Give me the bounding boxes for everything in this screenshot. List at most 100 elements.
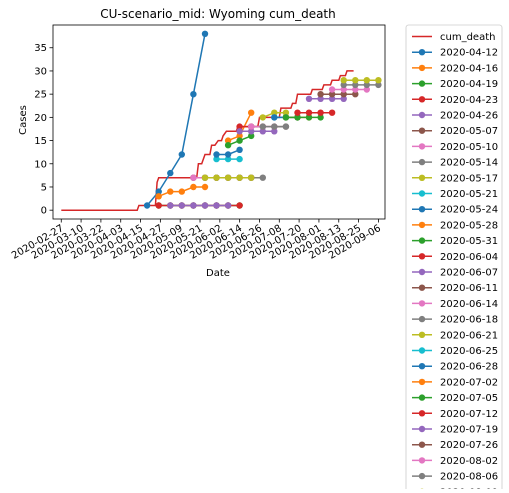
y-tick-label: 35: [34, 43, 47, 54]
legend-marker: [419, 442, 425, 448]
series-2020-06-18: [260, 123, 290, 129]
data-point-2020-04-16: [179, 188, 185, 194]
data-point-2020-05-31: [236, 137, 242, 143]
data-point-2020-04-12: [167, 170, 173, 176]
legend-marker: [419, 80, 425, 86]
data-point-2020-04-16: [167, 188, 173, 194]
data-point-2020-07-05: [283, 114, 289, 120]
data-point-2020-04-16: [190, 184, 196, 190]
legend-label: 2020-04-12: [440, 48, 498, 59]
data-point-2020-06-28: [271, 114, 277, 120]
data-point-2020-06-07: [236, 128, 242, 134]
data-point-2020-05-17: [248, 175, 254, 181]
legend-marker: [419, 426, 425, 432]
legend-label: 2020-06-07: [440, 268, 498, 279]
data-point-2020-08-09: [352, 77, 358, 83]
legend-marker: [419, 410, 425, 416]
legend-label: 2020-05-21: [440, 189, 498, 200]
legend-label: 2020-06-21: [440, 330, 498, 341]
data-point-2020-04-26: [202, 202, 208, 208]
legend-marker: [419, 394, 425, 400]
legend-marker: [419, 159, 425, 165]
data-point-2020-05-24: [225, 151, 231, 157]
data-point-2020-07-12: [306, 110, 312, 116]
legend-label: 2020-07-12: [440, 409, 498, 420]
data-point-2020-06-18: [283, 123, 289, 129]
data-point-2020-08-02: [329, 86, 335, 92]
legend-marker: [419, 206, 425, 212]
data-point-2020-05-24: [213, 151, 219, 157]
data-point-2020-07-26: [317, 91, 323, 97]
legend-label: 2020-06-04: [440, 252, 498, 263]
legend-label: 2020-06-25: [440, 346, 498, 357]
legend-label: 2020-07-26: [440, 440, 498, 451]
legend-label: 2020-05-17: [440, 173, 498, 184]
y-tick-label: 15: [34, 136, 47, 147]
y-tick-label: 5: [41, 182, 47, 193]
legend-marker: [419, 190, 425, 196]
data-point-2020-05-14: [260, 175, 266, 181]
legend-marker: [419, 237, 425, 243]
y-tick-label: 20: [34, 113, 47, 124]
data-point-2020-05-17: [202, 175, 208, 181]
legend-label: 2020-05-31: [440, 236, 498, 247]
y-tick-label: 30: [34, 66, 47, 77]
legend-label: 2020-06-14: [440, 299, 498, 310]
legend: cum_death2020-04-122020-04-162020-04-192…: [406, 25, 502, 489]
legend-marker: [419, 253, 425, 259]
data-point-2020-05-31: [225, 142, 231, 148]
legend-marker: [419, 347, 425, 353]
legend-marker: [419, 96, 425, 102]
y-axis-label: Cases: [18, 105, 29, 135]
legend-marker: [419, 285, 425, 291]
legend-label: 2020-08-06: [440, 472, 498, 483]
data-point-2020-07-12: [329, 110, 335, 116]
legend-marker: [419, 112, 425, 118]
legend-label: 2020-08-02: [440, 456, 498, 467]
data-point-2020-04-26: [213, 202, 219, 208]
data-point-2020-06-21: [260, 114, 266, 120]
legend-marker: [419, 300, 425, 306]
data-point-2020-04-23: [236, 202, 242, 208]
data-point-2020-05-28: [248, 110, 254, 116]
legend-marker: [419, 457, 425, 463]
legend-marker: [419, 65, 425, 71]
legend-label: 2020-05-07: [440, 126, 498, 137]
data-point-2020-04-16: [202, 184, 208, 190]
legend-label: cum_death: [440, 32, 495, 43]
legend-label: 2020-07-05: [440, 393, 498, 404]
data-point-2020-05-10: [190, 175, 196, 181]
legend-marker: [419, 269, 425, 275]
data-point-2020-04-26: [179, 202, 185, 208]
data-point-2020-05-24: [236, 147, 242, 153]
legend-label: 2020-04-26: [440, 111, 498, 122]
legend-label: 2020-05-28: [440, 220, 498, 231]
data-point-2020-07-12: [317, 110, 323, 116]
legend-marker: [419, 379, 425, 385]
data-point-2020-05-17: [213, 175, 219, 181]
data-point-2020-07-12: [294, 110, 300, 116]
legend-label: 2020-06-18: [440, 315, 498, 326]
data-point-2020-04-26: [190, 202, 196, 208]
data-point-2020-04-23: [156, 202, 162, 208]
data-point-2020-05-17: [225, 175, 231, 181]
legend-marker: [419, 316, 425, 322]
data-point-2020-04-12: [179, 151, 185, 157]
legend-marker: [419, 49, 425, 55]
data-point-2020-06-18: [260, 123, 266, 129]
data-point-2020-05-17: [236, 175, 242, 181]
legend-marker: [419, 128, 425, 134]
legend-marker: [419, 175, 425, 181]
legend-marker: [419, 363, 425, 369]
data-point-2020-08-09: [364, 77, 370, 83]
legend-marker: [419, 332, 425, 338]
y-tick-label: 25: [34, 90, 47, 101]
legend-label: 2020-05-24: [440, 205, 498, 216]
y-tick-label: 10: [34, 159, 47, 170]
legend-marker: [419, 222, 425, 228]
legend-label: 2020-04-16: [440, 63, 498, 74]
data-point-2020-04-16: [156, 193, 162, 199]
legend-marker: [419, 473, 425, 479]
chart-title: CU-scenario_mid: Wyoming cum_death: [100, 7, 336, 21]
